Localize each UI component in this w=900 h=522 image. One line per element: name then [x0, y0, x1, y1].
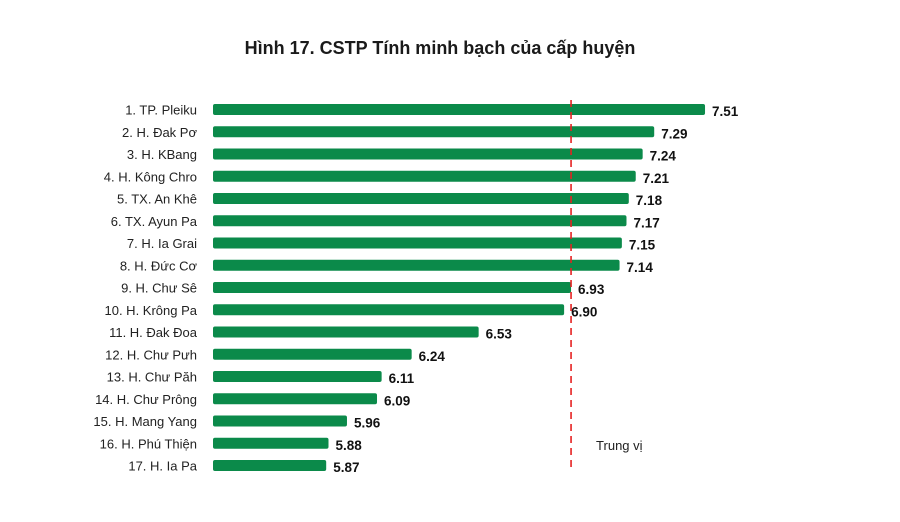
- category-label: 6. TX. Ayun Pa: [111, 214, 198, 229]
- bar: [213, 326, 479, 338]
- data-label: 5.96: [354, 416, 381, 431]
- bar: [213, 215, 627, 227]
- data-label: 7.18: [636, 193, 663, 208]
- category-label: 13. H. Chư Păh: [107, 370, 197, 385]
- data-label: 7.51: [712, 104, 739, 119]
- bar: [213, 193, 629, 204]
- data-label: 6.11: [389, 371, 415, 386]
- category-label: 10. H. Krông Pa: [105, 303, 198, 318]
- bar: [213, 126, 655, 138]
- category-label: 11. H. Đak Đoa: [109, 325, 198, 340]
- category-label: 7. H. Ia Grai: [127, 236, 197, 251]
- category-label: 16. H. Phú Thiện: [100, 436, 197, 451]
- bar: [213, 348, 412, 360]
- category-label: 3. H. KBang: [127, 147, 197, 162]
- category-label: 4. H. Kông Chro: [104, 169, 197, 184]
- category-label: 8. H. Đức Cơ: [120, 258, 198, 273]
- bar: [213, 282, 572, 293]
- category-label: 5. TX. An Khê: [117, 192, 197, 207]
- bar: [213, 170, 636, 182]
- data-label: 6.93: [578, 282, 605, 297]
- category-label: 17. H. Ia Pa: [128, 459, 197, 474]
- category-label: 14. H. Chư Prông: [95, 392, 197, 407]
- data-label: 6.53: [486, 327, 513, 342]
- bar: [213, 415, 347, 427]
- category-label: 9. H. Chư Sê: [121, 281, 197, 296]
- bar: [213, 304, 565, 316]
- data-label: 7.21: [643, 171, 670, 186]
- data-label: 5.88: [336, 438, 363, 453]
- bar: [213, 259, 620, 271]
- category-label: 15. H. Mang Yang: [93, 414, 197, 429]
- category-label: 1. TP. Pleiku: [125, 103, 197, 118]
- bar: [213, 148, 643, 160]
- median-label: Trung vị: [596, 438, 643, 453]
- data-label: 7.14: [627, 260, 654, 275]
- data-label: 7.29: [661, 126, 687, 141]
- bar: [213, 371, 382, 382]
- chart-title: Hình 17. CSTP Tính minh bạch của cấp huy…: [244, 38, 636, 58]
- category-label: 2. H. Đak Pơ: [122, 125, 197, 140]
- bar: [213, 237, 622, 249]
- bar: [213, 437, 329, 449]
- category-label: 12. H. Chư Pưh: [105, 347, 197, 362]
- data-label: 5.87: [333, 460, 359, 475]
- data-label: 6.90: [571, 304, 597, 319]
- bar: [213, 393, 378, 405]
- data-label: 7.15: [629, 238, 656, 253]
- bar: [213, 460, 327, 471]
- bar: [213, 104, 706, 115]
- data-label: 7.17: [633, 215, 659, 230]
- data-label: 6.09: [384, 393, 410, 408]
- data-label: 7.24: [650, 149, 677, 164]
- data-label: 6.24: [419, 349, 446, 364]
